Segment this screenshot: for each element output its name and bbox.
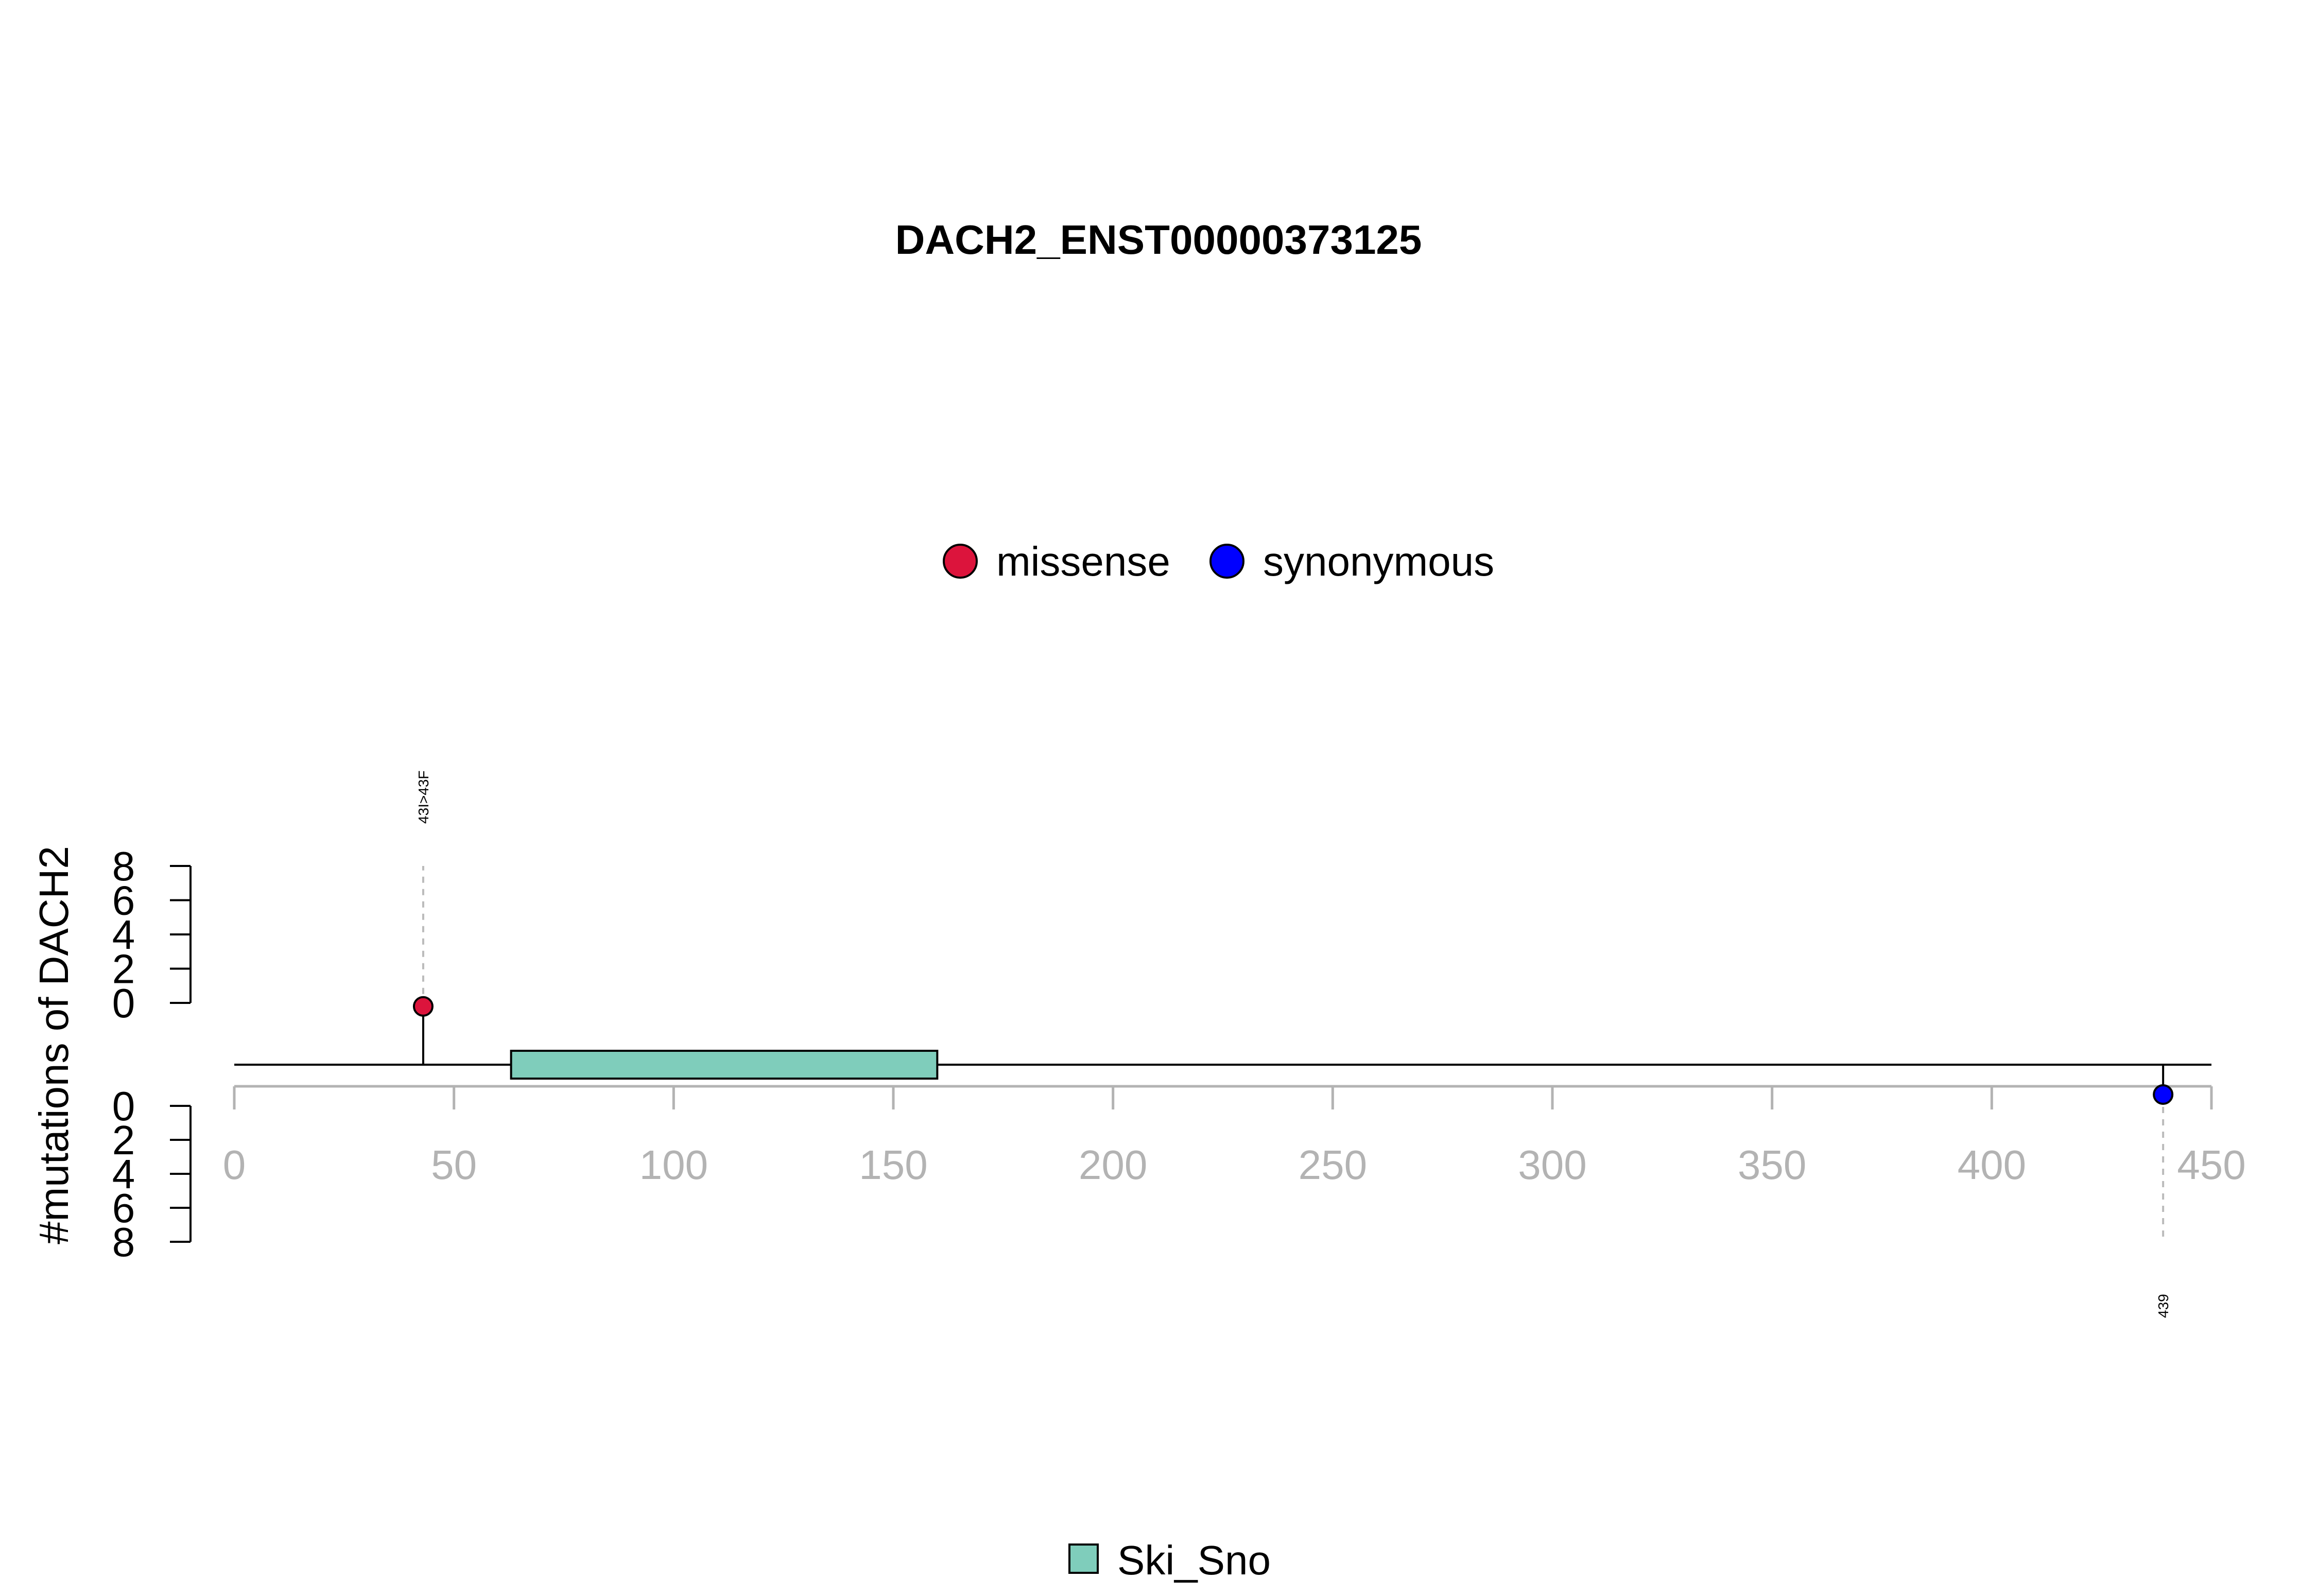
lower-y-tick-label: 2 (112, 1117, 135, 1163)
x-tick-label: 100 (639, 1142, 708, 1188)
domains (510, 1050, 939, 1080)
mutation-marker (2153, 1084, 2174, 1105)
x-axis: 0 50 100 150 200 250 300 350 400 450 (223, 1085, 2246, 1188)
legend-synonymous-marker (1209, 544, 1244, 579)
upper-y-tick-label: 2 (112, 946, 135, 992)
lower-y-tick-label: 8 (112, 1219, 135, 1265)
x-tick-label: 150 (859, 1142, 927, 1188)
mutation-legend: missense synonymous (943, 539, 1494, 584)
legend-ski-sno-swatch (1068, 1543, 1099, 1574)
lower-y-tick-label: 6 (112, 1185, 135, 1231)
x-tick-label: 450 (2177, 1142, 2245, 1188)
domain-legend: Ski_Sno (1068, 1537, 1271, 1583)
mutations: 43I>43F 439 (412, 770, 2174, 1318)
chart-title: DACH2_ENST00000373125 (895, 217, 1422, 263)
legend-missense-label: missense (996, 539, 1170, 584)
mutation-label: 43I>43F (416, 770, 431, 824)
mutation-label: 439 (2155, 1294, 2171, 1318)
x-tick-label: 350 (1738, 1142, 1806, 1188)
lower-y-tick-label: 0 (112, 1083, 135, 1129)
legend-ski-sno-label: Ski_Sno (1117, 1537, 1271, 1583)
legend-missense-marker (943, 544, 978, 579)
upper-y-tick-label: 8 (112, 843, 135, 889)
mutation-marker (412, 996, 434, 1017)
domain-ski-sno (510, 1050, 939, 1080)
x-tick-label: 0 (223, 1142, 246, 1188)
x-tick-label: 400 (1958, 1142, 2026, 1188)
legend-synonymous-label: synonymous (1263, 539, 1494, 584)
x-tick-label: 50 (431, 1142, 477, 1188)
y-axis-label: #mutations of DACH2 (31, 846, 77, 1244)
upper-y-tick-label: 0 (112, 980, 135, 1026)
upper-y-tick-label: 4 (112, 912, 135, 958)
x-tick-label: 300 (1518, 1142, 1586, 1188)
upper-y-tick-label: 6 (112, 878, 135, 924)
x-tick-label: 200 (1079, 1142, 1147, 1188)
x-tick-label: 250 (1299, 1142, 1367, 1188)
lower-y-tick-label: 4 (112, 1151, 135, 1197)
